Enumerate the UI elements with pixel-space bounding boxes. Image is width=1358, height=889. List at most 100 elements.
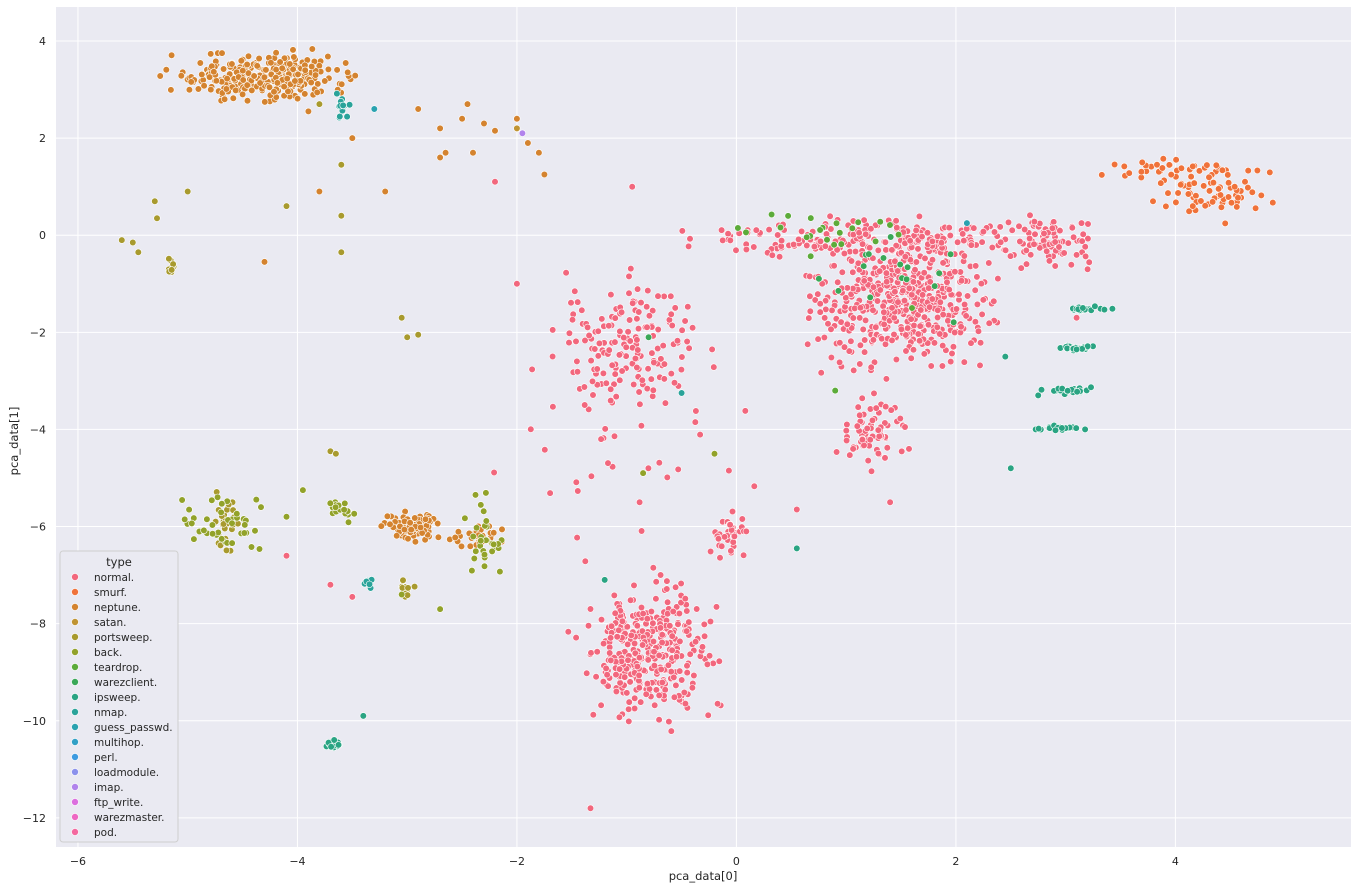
scatter-point <box>719 236 727 244</box>
scatter-point <box>434 519 442 528</box>
scatter-point <box>1037 386 1046 394</box>
scatter-point <box>903 263 912 271</box>
scatter-point <box>654 344 662 353</box>
scatter-point <box>874 246 882 254</box>
scatter-point <box>586 605 595 613</box>
legend-label: smurf. <box>94 587 127 599</box>
scatter-point <box>789 240 798 249</box>
scatter-point <box>700 632 709 640</box>
scatter-point <box>1031 230 1039 238</box>
y-tick-label: −10 <box>23 715 46 728</box>
scatter-point <box>706 617 715 626</box>
scatter-point <box>680 688 688 697</box>
scatter-point <box>908 291 916 299</box>
scatter-point <box>624 640 632 649</box>
scatter-point <box>1056 227 1064 235</box>
scatter-point <box>1177 181 1185 189</box>
scatter-point <box>228 519 236 527</box>
scatter-point <box>1017 264 1025 272</box>
scatter-point <box>615 713 624 721</box>
scatter-point <box>937 239 946 247</box>
scatter-point <box>661 686 669 694</box>
scatter-point <box>527 425 535 433</box>
scatter-point <box>708 345 716 354</box>
scatter-point <box>482 489 490 497</box>
legend-marker <box>71 678 79 686</box>
scatter-point <box>583 323 592 332</box>
scatter-point <box>294 70 302 78</box>
scatter-point <box>607 397 615 405</box>
scatter-point <box>436 605 444 613</box>
scatter-point <box>282 552 291 560</box>
scatter-point <box>724 230 732 238</box>
scatter-point <box>283 74 291 83</box>
scatter-point <box>842 294 850 302</box>
y-axis-label: pca_data[1] <box>7 407 21 476</box>
scatter-point <box>167 86 175 94</box>
scatter-point <box>607 622 616 630</box>
scatter-point <box>399 576 407 584</box>
scatter-point <box>631 649 639 657</box>
scatter-point <box>633 363 641 372</box>
scatter-point <box>730 532 739 541</box>
scatter-point <box>633 662 642 671</box>
scatter-point <box>838 268 846 276</box>
scatter-point <box>1205 187 1214 195</box>
scatter-point <box>904 324 912 332</box>
scatter-point <box>939 311 947 319</box>
scatter-point <box>635 671 643 680</box>
scatter-point <box>643 679 652 688</box>
scatter-point <box>960 252 968 260</box>
scatter-point <box>518 129 527 137</box>
scatter-point <box>604 459 612 467</box>
y-tick-label: 0 <box>39 229 46 242</box>
scatter-point <box>635 308 643 316</box>
scatter-point <box>914 330 922 338</box>
legend-label: neptune. <box>94 602 141 614</box>
scatter-point <box>849 314 857 322</box>
scatter-point <box>315 187 324 196</box>
scatter-point <box>880 320 888 329</box>
scatter-point <box>573 357 581 366</box>
scatter-point <box>907 354 915 362</box>
scatter-point <box>627 631 635 640</box>
scatter-point <box>480 562 489 570</box>
scatter-point <box>565 339 573 347</box>
scatter-point <box>734 224 742 232</box>
scatter-point <box>1234 194 1242 202</box>
scatter-point <box>260 73 269 81</box>
scatter-point <box>860 277 868 285</box>
scatter-point <box>656 624 665 632</box>
scatter-point <box>918 291 927 299</box>
scatter-point <box>686 235 694 243</box>
legend-label: loadmodule. <box>94 767 159 779</box>
scatter-point <box>660 292 668 301</box>
scatter-point <box>675 609 684 618</box>
scatter-point <box>865 250 873 258</box>
scatter-point <box>655 459 663 467</box>
scatter-point <box>920 269 928 277</box>
scatter-point <box>881 238 890 246</box>
scatter-point <box>289 46 297 54</box>
scatter-point <box>314 80 322 88</box>
scatter-point <box>874 449 883 458</box>
scatter-point <box>843 420 851 429</box>
legend-marker <box>71 783 79 791</box>
scatter-point <box>950 318 958 326</box>
scatter-point <box>715 657 723 665</box>
legend-marker <box>71 633 79 641</box>
scatter-point <box>917 306 925 314</box>
scatter-point <box>540 170 549 179</box>
scatter-point <box>866 244 874 252</box>
scatter-point <box>624 328 632 336</box>
legend-box <box>59 550 179 843</box>
scatter-point <box>670 379 679 387</box>
scatter-point <box>891 288 899 296</box>
scatter-point <box>248 86 256 94</box>
scatter-point <box>678 353 686 361</box>
scatter-point <box>377 522 385 530</box>
legend-label: imap. <box>94 782 124 794</box>
scatter-point <box>267 59 275 67</box>
scatter-point <box>834 278 842 286</box>
scatter-point <box>823 236 831 244</box>
